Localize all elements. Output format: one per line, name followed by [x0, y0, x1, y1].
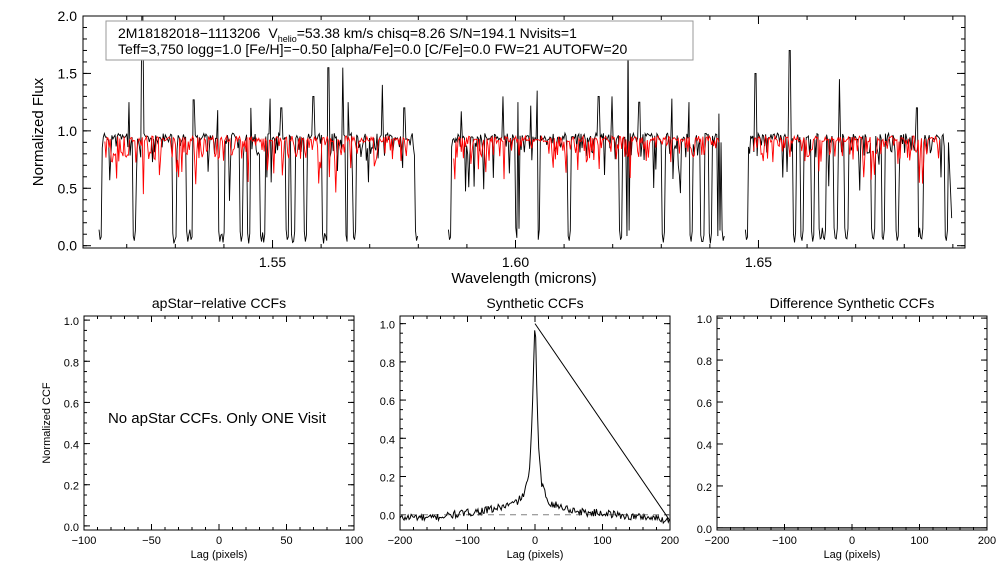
y-tick-label: 0.6	[380, 396, 395, 408]
x-tick-label: −200	[388, 535, 413, 547]
v-subscript: helio	[278, 34, 297, 44]
y-tick-label: 0.8	[380, 358, 395, 370]
x-tick-label: 50	[280, 535, 292, 547]
y-tick-label: 0.6	[697, 398, 712, 410]
difference-synthetic-ccf-frame	[716, 315, 988, 531]
x-tick-label: −100	[772, 535, 797, 547]
x-tick-label: −50	[142, 535, 161, 547]
v-symbol: V	[268, 25, 278, 41]
y-tick-label: 1.5	[58, 65, 78, 81]
y-tick-label: 1.0	[64, 316, 79, 328]
y-tick-label: 1.0	[58, 123, 78, 139]
header-line-1: 2M18182018−1113206 Vhelio=53.38 km/s chis…	[118, 25, 577, 44]
y-tick-label: 0.2	[380, 473, 395, 485]
x-tick-label: 0	[532, 535, 538, 547]
header-box	[105, 20, 694, 61]
y-tick-label: 1.0	[380, 320, 395, 332]
x-tick-label: 0	[216, 535, 222, 547]
y-tick-label: 0.2	[697, 482, 712, 494]
x-tick-label: −200	[705, 535, 730, 547]
header-stats: =53.38 km/s chisq=8.26 S/N=194.1 Nvisits…	[297, 25, 577, 41]
y-tick-label: 2.0	[58, 8, 78, 24]
model-chip-1	[104, 134, 409, 195]
synthetic-ccf-panel: −200 −100 0 100 200 0.0 0.2 0.4 0.6 0.8 1.0 Lag (pi…	[380, 295, 679, 561]
y-tick-label: 0.6	[64, 398, 79, 410]
model-spectrum	[104, 134, 941, 195]
x-tick-label: 100	[345, 535, 363, 547]
y-axis-title: Normalized CCF	[41, 382, 53, 464]
observed-chip-2	[447, 33, 725, 244]
header-line-2: Teff=3,750 logg=1.0 [Fe/H]=−0.50 [alpha/…	[118, 41, 627, 57]
x-axis-title: Wavelength (microns)	[451, 270, 596, 287]
x-tick-label: 1.65	[745, 254, 772, 270]
x-tick-label: 1.60	[502, 254, 529, 270]
x-tick-label: 200	[661, 535, 679, 547]
y-tick-label: 0.0	[380, 511, 395, 523]
x-tick-label: 100	[593, 535, 611, 547]
x-axis-title: Lag (pixels)	[191, 549, 248, 561]
y-tick-label: 0.4	[64, 440, 79, 452]
ccf-curve	[399, 323, 670, 525]
panel-title: Synthetic CCFs	[486, 295, 583, 311]
no-ccf-note: No apStar CCFs. Only ONE Visit	[108, 410, 327, 427]
x-tick-label: 0	[849, 535, 855, 547]
x-tick-label: 1.55	[259, 254, 286, 270]
apstar-ccf-panel: −100 −50 0 50 100 0.0 0.2 0.4 0.6 0.8 1.0 Lag (pixe…	[41, 295, 363, 561]
y-axis-title: Normalized Flux	[30, 77, 47, 186]
spectrum-panel: 1.55 1.60 1.65 0.0 0.5 1.0 1.5 2.0 Wavelength (m…	[30, 8, 966, 287]
y-tick-label: 0.2	[64, 481, 79, 493]
y-tick-label: 0.8	[697, 356, 712, 368]
synthetic-ccf-frame	[399, 315, 671, 531]
observed-chip-1	[98, 16, 419, 244]
x-axis-title: Lag (pixels)	[824, 549, 881, 561]
x-tick-label: 200	[978, 535, 996, 547]
x-tick-label: −100	[455, 535, 480, 547]
y-tick-label: 0.5	[58, 180, 78, 196]
model-chip-2	[453, 134, 720, 180]
y-tick-label: 0.0	[58, 238, 78, 254]
x-axis-title: Lag (pixels)	[507, 549, 564, 561]
star-id: 2M18182018−1113206	[118, 25, 261, 41]
y-tick-label: 0.4	[380, 434, 395, 446]
panel-title: apStar−relative CCFs	[152, 295, 286, 311]
x-tick-label: −100	[72, 535, 97, 547]
x-tick-label: 100	[910, 535, 928, 547]
panel-title: Difference Synthetic CCFs	[770, 295, 935, 311]
difference-ccf-panel: −200 −100 0 100 200 0.0 0.2 0.4 0.6 0.8 1.0 Lag (pi…	[697, 295, 996, 561]
spectrum-frame	[82, 15, 966, 249]
y-tick-label: 0.4	[697, 440, 712, 452]
y-tick-label: 0.0	[697, 524, 712, 536]
y-tick-label: 0.0	[64, 522, 79, 534]
y-tick-label: 1.0	[697, 314, 712, 326]
y-tick-label: 0.8	[64, 357, 79, 369]
model-chip-3	[753, 134, 941, 184]
